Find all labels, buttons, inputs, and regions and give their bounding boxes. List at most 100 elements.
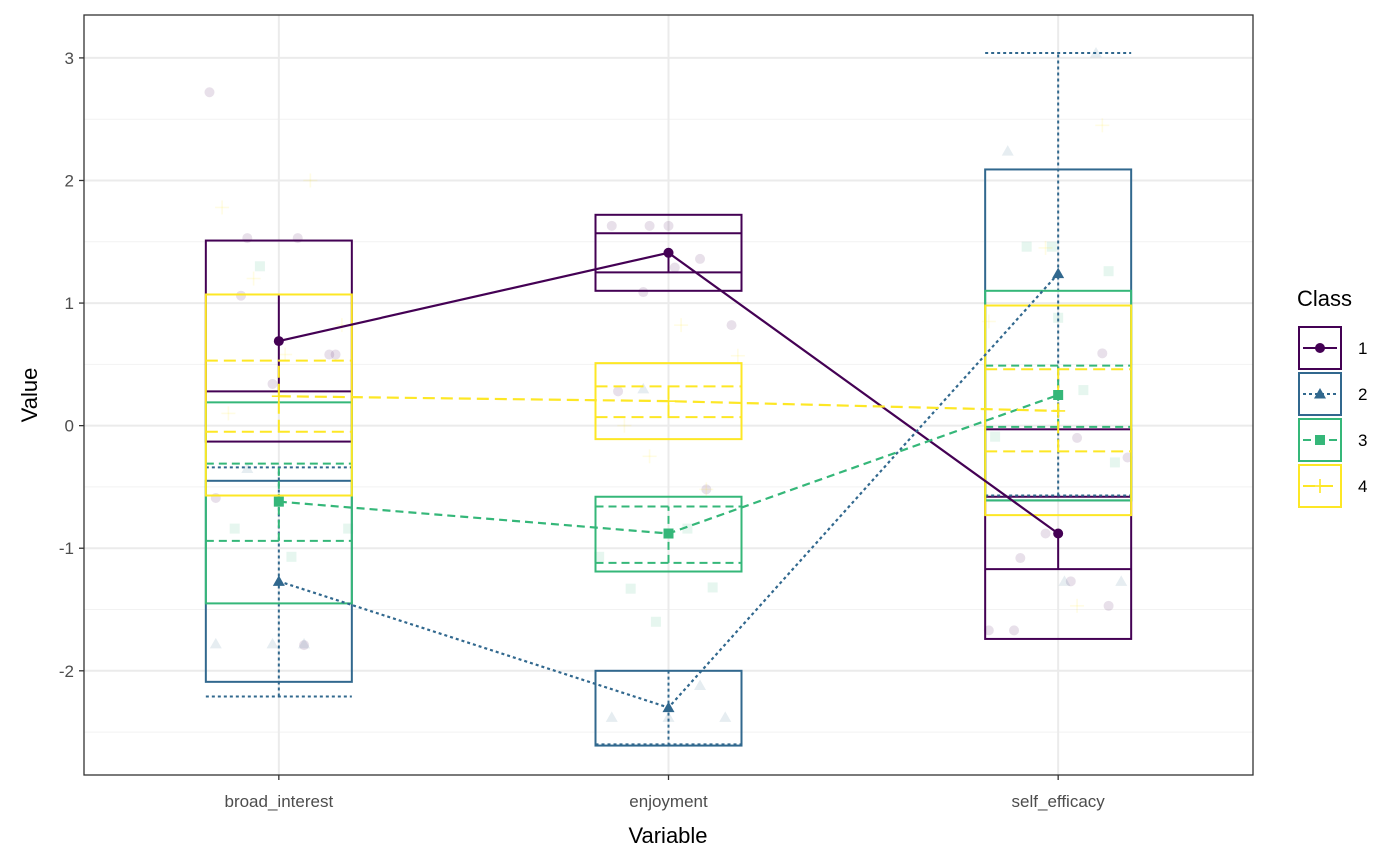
jitter-point-38 <box>1001 145 1014 156</box>
box-layer <box>204 52 1133 747</box>
jitter-point-14 <box>669 262 680 273</box>
box-rect-4-0 <box>204 293 353 497</box>
y-tick-label-1: -1 <box>59 539 74 558</box>
jitter-point-9 <box>663 220 674 231</box>
jitter-point-20 <box>1009 625 1020 636</box>
legend-label-2: 2 <box>1358 385 1367 404</box>
jitter-point-17 <box>644 220 655 231</box>
jitter-point-16 <box>701 484 712 495</box>
mean-points <box>271 247 1066 713</box>
jitter-point-32 <box>662 711 675 722</box>
jitter-point-1 <box>292 233 303 244</box>
jitter-point-2 <box>236 290 247 301</box>
jitter-point-68 <box>1038 240 1053 255</box>
legend-key-marker-4 <box>1313 479 1327 493</box>
jitter-point-24 <box>1072 432 1083 443</box>
jitter-point-30 <box>241 462 254 474</box>
mean-point-2-1 <box>662 701 675 713</box>
legend: Class 1 2 3 4 <box>1297 286 1367 508</box>
jitter-point-18 <box>1122 452 1133 463</box>
box-rect-3-1 <box>594 495 743 573</box>
box-rect-1-1 <box>594 213 743 292</box>
jitter-point-26 <box>1103 600 1114 611</box>
jitter-point-33 <box>605 711 618 722</box>
jitter-point-50 <box>1046 241 1057 252</box>
jitter-point-34 <box>694 679 707 691</box>
legend-key-marker-1 <box>1315 343 1325 353</box>
jitter-point-60 <box>278 347 293 362</box>
mean-point-3-0 <box>273 496 284 507</box>
jitter-point-3 <box>324 349 335 360</box>
jitter-point-61 <box>221 406 236 421</box>
jitter-point-48 <box>625 583 636 594</box>
jitter-point-6 <box>299 640 310 651</box>
jitter-point-4 <box>267 378 278 389</box>
legend-label-4: 4 <box>1358 477 1367 496</box>
box-rect-4-2 <box>984 304 1133 517</box>
jitter-point-25 <box>1015 553 1026 564</box>
jitter-point-36 <box>1115 575 1128 586</box>
legend-item-3: 3 <box>1298 418 1367 462</box>
y-tick-label-3: 1 <box>65 294 74 313</box>
legend-label-3: 3 <box>1358 431 1367 450</box>
jitter-point-23 <box>983 625 994 636</box>
jitter-point-57 <box>303 173 318 188</box>
jitter-point-63 <box>642 449 657 464</box>
y-tick-label-0: -2 <box>59 662 74 681</box>
jitter-point-69 <box>981 314 996 329</box>
mean-point-4-0 <box>271 389 286 404</box>
jitter-point-10 <box>606 220 617 231</box>
jitter-points <box>204 47 1133 722</box>
jitter-point-53 <box>1021 241 1032 252</box>
jitter-point-56 <box>215 200 230 215</box>
jitter-point-43 <box>229 523 240 534</box>
legend-key-marker-3 <box>1315 435 1325 445</box>
jitter-point-45 <box>650 616 661 627</box>
mean-point-1-0 <box>273 336 284 347</box>
legend-label-1: 1 <box>1358 339 1367 358</box>
jitter-point-40 <box>254 261 265 272</box>
jitter-point-7 <box>242 233 253 244</box>
x-tick-label-2: self_efficacy <box>1012 792 1106 811</box>
x-axis: broad_interest enjoyment self_efficacy <box>224 775 1105 811</box>
mean-point-3-1 <box>663 528 674 539</box>
jitter-point-52 <box>1078 385 1089 396</box>
jitter-point-64 <box>730 348 745 363</box>
jitter-point-67 <box>1095 118 1110 133</box>
jitter-point-55 <box>1053 312 1064 323</box>
jitter-point-19 <box>1065 576 1076 587</box>
legend-item-2: 2 <box>1298 372 1367 416</box>
legend-item-4: 4 <box>1298 464 1367 508</box>
jitter-point-44 <box>707 582 718 593</box>
box-4-broad_interest <box>204 293 353 497</box>
jitter-point-66 <box>617 418 632 433</box>
jitter-point-28 <box>209 637 222 649</box>
jitter-point-54 <box>1109 457 1120 468</box>
jitter-point-31 <box>719 711 732 722</box>
jitter-point-58 <box>246 271 261 286</box>
x-axis-title: Variable <box>628 823 707 848</box>
jitter-point-37 <box>1058 575 1071 586</box>
jitter-point-51 <box>990 431 1001 442</box>
jitter-point-41 <box>343 523 354 534</box>
y-axis-title: Value <box>17 368 42 423</box>
jitter-point-29 <box>298 637 311 649</box>
legend-item-1: 1 <box>1298 326 1367 370</box>
box-1-enjoyment <box>594 213 743 292</box>
y-tick-label-5: 3 <box>65 49 74 68</box>
x-tick-label-1: enjoyment <box>629 792 708 811</box>
legend-title: Class <box>1297 286 1352 311</box>
jitter-point-13 <box>726 320 737 331</box>
mean-point-4-2 <box>1051 403 1066 418</box>
x-tick-label-0: broad_interest <box>224 792 333 811</box>
mean-point-2-2 <box>1052 267 1065 279</box>
jitter-point-47 <box>682 523 693 534</box>
jitter-point-35 <box>637 382 650 394</box>
jitter-point-21 <box>1097 348 1108 359</box>
box-2-enjoyment <box>594 669 743 747</box>
mean-point-1-1 <box>663 247 674 258</box>
jitter-point-5 <box>210 492 221 503</box>
legend-key-marker-2 <box>1314 388 1326 399</box>
jitter-point-0 <box>204 87 215 98</box>
